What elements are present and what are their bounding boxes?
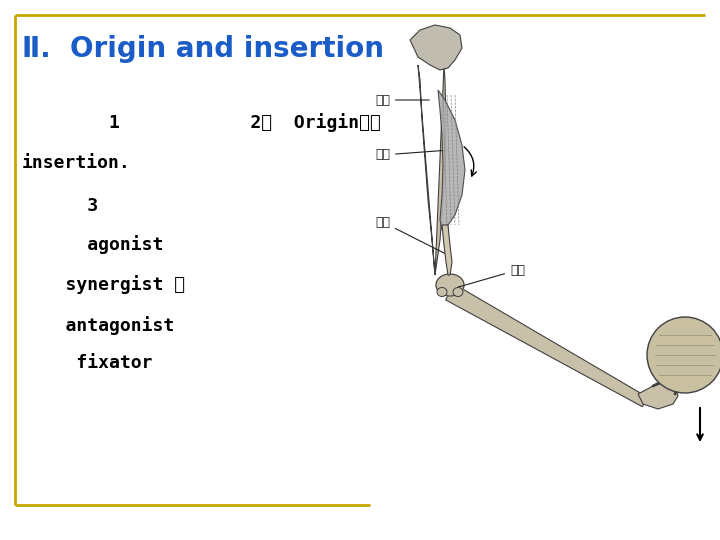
- Polygon shape: [438, 90, 465, 230]
- Text: fixator: fixator: [22, 354, 153, 372]
- Circle shape: [647, 317, 720, 393]
- Text: 1            2、  Origin）、: 1 2、 Origin）、: [22, 113, 381, 132]
- Text: synergist 、: synergist 、: [22, 275, 185, 294]
- Text: agonist: agonist: [22, 235, 163, 254]
- Text: insertion.: insertion.: [22, 154, 131, 172]
- Ellipse shape: [437, 287, 447, 296]
- Text: 肌腱: 肌腱: [375, 215, 446, 254]
- Polygon shape: [638, 382, 678, 409]
- Text: Ⅱ.  Origin and insertion: Ⅱ. Origin and insertion: [22, 35, 384, 63]
- Text: 肌腹: 肌腹: [375, 148, 447, 161]
- Text: antagonist: antagonist: [22, 316, 174, 335]
- Ellipse shape: [453, 287, 463, 296]
- Polygon shape: [442, 225, 452, 275]
- Polygon shape: [418, 65, 446, 275]
- Polygon shape: [446, 284, 648, 407]
- Polygon shape: [410, 25, 462, 70]
- Text: 止点: 止点: [458, 264, 525, 287]
- Text: 3: 3: [22, 197, 98, 215]
- Text: 起点: 起点: [375, 93, 429, 106]
- Ellipse shape: [436, 274, 464, 296]
